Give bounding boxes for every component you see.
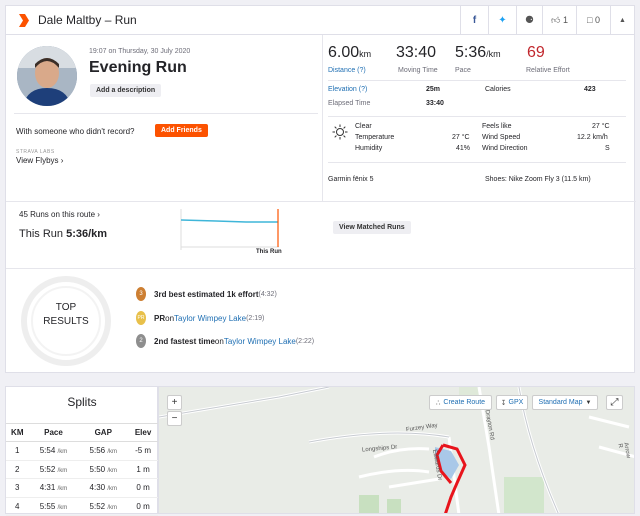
distance-value: 6.00 — [328, 44, 360, 61]
sun-icon — [332, 124, 348, 140]
distance-label[interactable]: Distance (?) — [328, 67, 366, 74]
wind-speed-value: 12.2 km/h — [577, 134, 608, 141]
pace-label: Pace — [455, 67, 471, 74]
elevation-label[interactable]: Elevation (?) — [328, 86, 368, 93]
bronze-medal-icon: 3 — [136, 287, 146, 301]
table-row: 4 5:55 /km 5:52 /km 0 m — [6, 497, 158, 516]
table-row: 2 5:52 /km 5:50 /km 1 m — [6, 460, 158, 479]
facebook-share-icon[interactable]: f — [460, 6, 488, 34]
comments-count: 0 — [594, 15, 600, 25]
activity-title: Dale Maltby – Run — [38, 13, 137, 27]
this-run-marker-label: This Run — [256, 249, 282, 255]
splits-table: KM Pace GAP Elev 1 5:54 /km 5:56 /km -5 … — [6, 423, 158, 516]
device-name: Garmin fēnix 5 — [328, 176, 374, 183]
fullscreen-button[interactable]: ⤢ — [606, 395, 623, 410]
temperature-value: 27 °C — [452, 134, 470, 141]
header-gap: GAP — [78, 423, 129, 442]
shoes-info: Shoes: Nike Zoom Fly 3 (11.5 km) — [485, 176, 591, 183]
activity-datetime: 19:07 on Thursday, 30 July 2020 — [89, 48, 191, 55]
share-icon[interactable]: ⚈ — [516, 6, 542, 34]
distance-unit: km — [359, 49, 372, 59]
elapsed-time-label: Elapsed Time — [328, 100, 371, 107]
achievement-item: 2 2nd fastest time on Taylor Wimpey Lake… — [136, 334, 314, 348]
gpx-download-button[interactable]: ↧ GPX — [496, 395, 528, 410]
moving-time-label: Moving Time — [398, 67, 438, 74]
strava-chevron-icon — [19, 14, 29, 27]
pace-unit: /km — [486, 49, 501, 59]
humidity-label: Humidity — [355, 145, 383, 152]
chevron-right-icon: › — [60, 156, 64, 165]
table-row: 1 5:54 /km 5:56 /km -5 m — [6, 441, 158, 461]
this-run-summary: This Run 5:36/km — [19, 228, 108, 240]
temperature-label: Temperature — [355, 134, 395, 141]
activity-card: Dale Maltby – Run f ✦ ⚈ 👍︎ 1 □ 0 ▲ 19:07… — [5, 5, 636, 373]
table-row: 3 4:31 /km 4:30 /km 0 m — [6, 478, 158, 498]
chevron-up-icon: ▲ — [619, 16, 626, 24]
splits-title: Splits — [67, 395, 97, 409]
chevron-down-icon: ▼ — [585, 399, 592, 406]
feels-like-label: Feels like — [482, 123, 512, 130]
header-km: KM — [6, 423, 29, 442]
kudos-count: 1 — [562, 15, 568, 25]
splits-header-row: KM Pace GAP Elev — [6, 423, 158, 442]
activity-name: Evening Run — [89, 59, 187, 76]
matched-runs-chart — [180, 209, 279, 250]
zoom-in-button[interactable]: + — [167, 395, 182, 410]
silver-medal-icon: 2 — [136, 334, 146, 348]
pace-value: 5:36 — [455, 44, 487, 61]
add-friends-button[interactable]: Add Friends — [155, 124, 208, 137]
create-route-button[interactable]: ∴ Create Route — [429, 395, 492, 410]
calories-value: 423 — [584, 86, 596, 93]
top-results-title: TOP RESULTS — [43, 302, 89, 327]
fullscreen-icon: ⤢ — [610, 397, 619, 408]
zoom-out-button[interactable]: − — [167, 411, 182, 426]
elevation-value: 25m — [426, 86, 441, 93]
pr-medal-icon: PR — [136, 311, 146, 325]
wind-direction-label: Wind Direction — [482, 145, 528, 152]
moving-time-value: 33:40 — [396, 44, 437, 61]
view-matched-runs-button[interactable]: View Matched Runs — [333, 221, 411, 234]
achievement-item: PR PR on Taylor Wimpey Lake (2:19) — [136, 311, 264, 325]
collapse-button[interactable]: ▲ — [610, 6, 634, 34]
thumbs-up-icon: 👍︎ — [551, 14, 561, 25]
strava-labs-label: STRAVA LABS — [16, 149, 55, 155]
humidity-value: 41% — [456, 145, 471, 152]
comment-button[interactable]: □ 0 — [576, 6, 610, 34]
runs-on-route-link[interactable]: 45 Runs on this route › — [19, 210, 100, 219]
add-description-button[interactable]: Add a description — [90, 84, 162, 97]
chevron-right-icon: › — [97, 210, 100, 219]
kudos-button[interactable]: 👍︎ 1 — [542, 6, 576, 34]
feels-like-value: 27 °C — [592, 123, 610, 130]
map-type-select[interactable]: Standard Map ▼ — [532, 395, 598, 410]
relative-effort-value: 69 — [527, 44, 545, 61]
calories-label: Calories — [485, 86, 511, 93]
route-icon: ∴ — [435, 399, 441, 407]
header-pace: Pace — [28, 423, 79, 442]
twitter-share-icon[interactable]: ✦ — [488, 6, 516, 34]
elapsed-time-value: 33:40 — [426, 100, 444, 107]
relative-effort-label: Relative Effort — [526, 67, 570, 74]
splits-panel: Splits KM Pace GAP Elev 1 5:54 /km 5:56 … — [5, 386, 158, 516]
weather-condition: Clear — [355, 123, 372, 130]
wind-direction-value: S — [605, 145, 610, 152]
segment-link[interactable]: Taylor Wimpey Lake — [174, 313, 247, 323]
wind-speed-label: Wind Speed — [482, 134, 521, 141]
top-results-wreath-icon — [21, 276, 111, 366]
avatar[interactable] — [17, 46, 77, 106]
download-icon: ↧ — [500, 399, 507, 407]
segment-link[interactable]: Taylor Wimpey Lake — [223, 336, 296, 346]
view-flybys-link[interactable]: View Flybys › — [16, 156, 64, 165]
comment-icon: □ — [587, 15, 593, 25]
achievement-item: 3 3rd best estimated 1k effort (4:32) — [136, 287, 277, 301]
header-elev: Elev — [128, 423, 158, 442]
with-someone-text: With someone who didn't record? — [16, 127, 135, 136]
activity-header: Dale Maltby – Run f ✦ ⚈ 👍︎ 1 □ 0 ▲ — [6, 6, 634, 35]
route-map[interactable]: Furzey Way Longships Dr Drayton Rd Arrow… — [158, 386, 635, 514]
